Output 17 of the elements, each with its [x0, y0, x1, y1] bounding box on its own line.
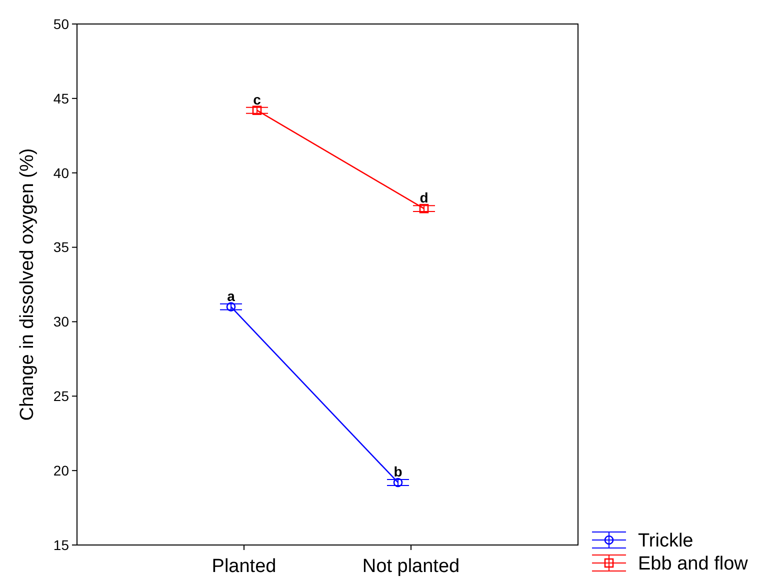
annotation: b: [394, 463, 402, 480]
x-tick-label: Planted: [212, 556, 276, 577]
annotation: d: [420, 190, 428, 206]
y-axis-title: Change in dissolved oxygen (%): [17, 148, 38, 421]
y-tick-label: 50: [53, 16, 70, 32]
y-tick-label: 20: [53, 462, 70, 478]
y-tick-label: 40: [53, 164, 70, 181]
y-tick-label: 45: [53, 90, 70, 106]
y-tick-label: 35: [53, 239, 70, 256]
y-tick-label: 30: [53, 314, 70, 330]
legend-label: Trickle: [638, 530, 694, 552]
y-tick-label: 25: [53, 388, 70, 404]
legend-label: Ebb and flow: [638, 554, 748, 575]
annotation: a: [227, 288, 236, 304]
x-tick-label: Not planted: [362, 556, 460, 577]
annotation: c: [253, 91, 262, 108]
y-tick-label: 15: [53, 536, 70, 553]
